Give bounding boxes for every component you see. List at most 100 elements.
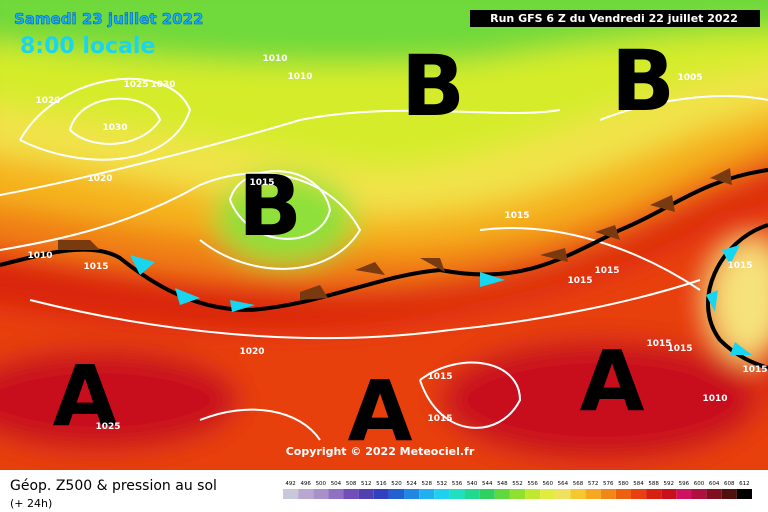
colorbar-label: 540 (467, 481, 478, 487)
isobar-label: 1010 (287, 72, 312, 82)
isobar-label: 1015 (427, 372, 452, 382)
colorbar-label: 580 (618, 481, 629, 487)
high-pressure: A (347, 362, 412, 460)
colorbar-cell (313, 489, 329, 499)
colorbar-label: 556 (527, 481, 538, 487)
isobar-label: 1015 (249, 178, 274, 188)
colorbar-label: 524 (406, 481, 417, 487)
low-pressure: B (238, 157, 302, 255)
isobar-label: 1015 (427, 414, 452, 424)
isobar-label: 1010 (702, 394, 727, 404)
isobar-label: 1015 (504, 211, 529, 221)
isobar-label: 1020 (239, 347, 264, 357)
colorbar-label: 568 (573, 481, 584, 487)
isobar-label: 1015 (83, 262, 108, 272)
colorbar-cell (706, 489, 722, 499)
colorbar-label: 612 (739, 481, 750, 487)
legend-subtitle: (+ 24h) (10, 497, 52, 510)
isobar-label: 1015 (727, 261, 752, 271)
colorbar-cell (358, 489, 374, 499)
colorbar-label: 544 (482, 481, 493, 487)
colorbar-cell (388, 489, 405, 499)
colorbar-cell (615, 489, 631, 499)
isobar-label: 1010 (27, 251, 52, 261)
colorbar-cell (373, 489, 389, 499)
cold-front-marks (130, 245, 752, 355)
colorbar-label: 584 (633, 481, 644, 487)
colorbar-cell (676, 489, 692, 499)
isobar-label: 1005 (677, 73, 702, 83)
isobar-label: 1025 (123, 80, 148, 90)
colorbar-label: 560 (543, 481, 554, 487)
high-pressure: A (52, 347, 117, 445)
colorbar-cell (298, 489, 314, 499)
colorbar-label: 604 (709, 481, 720, 487)
colorbar-cell (630, 489, 647, 499)
colorbar-label: 600 (694, 481, 705, 487)
colorbar-label: 512 (361, 481, 372, 487)
colorbar-cell (434, 489, 450, 499)
colorbar-label: 548 (497, 481, 508, 487)
colorbar-label: 572 (588, 481, 599, 487)
isobar-label: 1030 (150, 80, 175, 90)
colorbar-cell (343, 489, 359, 499)
colorbar-cell (525, 489, 541, 499)
isobar-label: 1015 (646, 339, 671, 349)
high-pressure: A (579, 332, 644, 430)
colorbar-cell (570, 489, 586, 499)
front (0, 168, 768, 370)
colorbar-cell (494, 489, 510, 499)
colorbar-label: 596 (679, 481, 690, 487)
warm-front-marks (58, 168, 732, 300)
copyright: Copyright © 2022 Meteociel.fr (286, 445, 475, 458)
colorbar-label: 592 (664, 481, 675, 487)
isobars (0, 77, 768, 441)
colorbar-cell (449, 489, 465, 499)
colorbar-cell (600, 489, 616, 499)
colorbar-cell (555, 489, 571, 499)
colorbar-cell (646, 489, 662, 499)
colorbar-label: 520 (391, 481, 402, 487)
colorbar-cell (404, 489, 420, 499)
colorbar-cell (585, 489, 601, 499)
colorbar-cell (464, 489, 480, 499)
isobar-label: 1015 (567, 276, 592, 286)
colorbar-label: 608 (724, 481, 735, 487)
colorbar-cell (661, 489, 677, 499)
time: 8:00 locale (20, 34, 155, 59)
colorbar-label: 552 (512, 481, 523, 487)
isobar-label: 1010 (262, 54, 287, 64)
legend-title: Géop. Z500 & pression au sol (10, 478, 217, 494)
colorbar-cell (479, 489, 495, 499)
isobar-label: 1015 (742, 365, 767, 375)
colorbar-label: 500 (316, 481, 327, 487)
field (0, 0, 768, 470)
isobar-label: 1015 (594, 266, 619, 276)
colorbar-label: 504 (331, 481, 342, 487)
colorbar-label: 564 (558, 481, 569, 487)
colorbar-cell (419, 489, 435, 499)
colorbar-label: 536 (452, 481, 463, 487)
colorbar-cell (736, 489, 752, 499)
isobar-label: 1020 (87, 174, 112, 184)
low-pressure: B (611, 32, 675, 130)
run-info: Run GFS 6 Z du Vendredi 22 juillet 2022 (490, 12, 738, 25)
isobar-label: 1030 (102, 123, 127, 133)
colorbar-cell (328, 489, 344, 499)
colorbar-cell (283, 489, 299, 499)
colorbar-label: 516 (376, 481, 387, 487)
colorbar-label: 576 (603, 481, 614, 487)
colorbar-label: 588 (648, 481, 659, 487)
colorbar-cell (691, 489, 707, 499)
colorbar-label: 508 (346, 481, 357, 487)
date: Samedi 23 juillet 2022 (14, 10, 204, 28)
colorbar-label: 532 (437, 481, 448, 487)
colorbar-cell (509, 489, 526, 499)
colorbar-cell (540, 489, 556, 499)
colorbar-label: 528 (421, 481, 432, 487)
isobar-label: 1025 (95, 422, 120, 432)
run-box (470, 10, 760, 27)
colorbar-cell (721, 489, 737, 499)
